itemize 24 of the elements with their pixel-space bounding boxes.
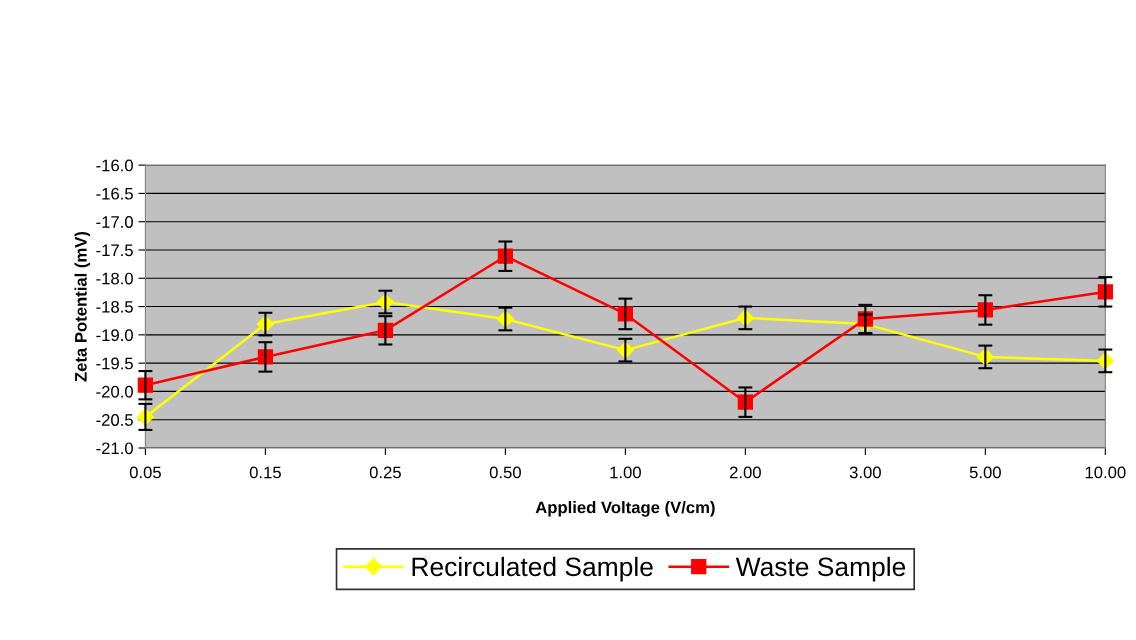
x-tick-label: 3.00: [849, 466, 881, 479]
x-tick-label: 10.00: [1085, 466, 1126, 479]
y-tick-label: -20.5: [96, 414, 133, 426]
x-tick-label: 0.25: [369, 466, 401, 479]
x-tick-label: 1.00: [610, 466, 641, 479]
x-tick-label: 0.15: [249, 466, 281, 479]
y-axis-title: Zeta Potential (mV): [74, 231, 91, 382]
x-tick-label: 0.05: [129, 466, 161, 479]
y-tick-label: -21.0: [96, 442, 133, 455]
legend-label: Waste Sample: [735, 556, 906, 582]
y-tick-label: -18.0: [96, 272, 133, 285]
y-tick-label: -19.0: [96, 329, 133, 342]
y-tick-label: -20.0: [96, 385, 133, 398]
y-tick-label: -17.5: [96, 244, 133, 257]
x-tick-label: 2.00: [729, 466, 761, 479]
y-tick-label: -19.5: [96, 357, 133, 370]
x-axis-title: Applied Voltage (V/cm): [535, 501, 715, 517]
y-tick-label: -16.0: [96, 159, 133, 172]
x-tick-label: 0.50: [489, 466, 521, 479]
y-tick-label: -18.5: [96, 300, 133, 313]
y-tick-label: -17.0: [96, 216, 133, 228]
legend-label: Recirculated Sample: [412, 556, 653, 582]
y-tick-label: -16.5: [96, 187, 133, 200]
x-tick-label: 5.00: [969, 466, 1001, 479]
